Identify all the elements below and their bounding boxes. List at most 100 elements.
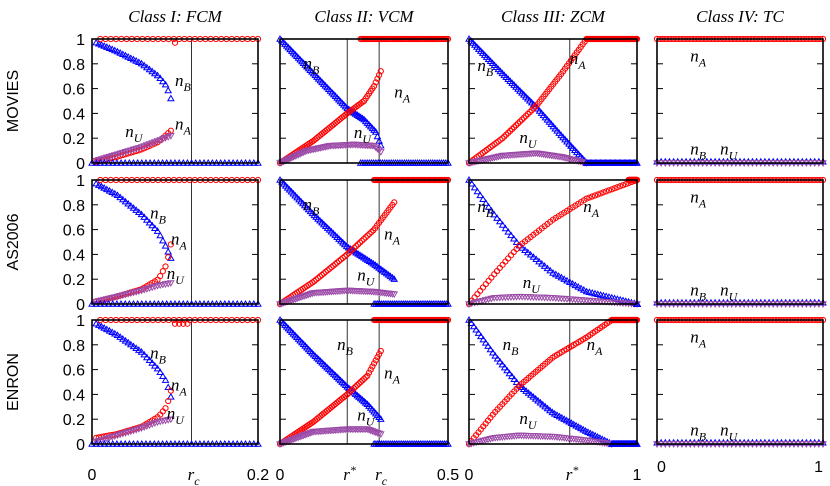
circle-marker <box>376 71 383 79</box>
x-tick-label: 0.2 <box>247 467 269 484</box>
series-label-nA: nA <box>394 82 411 105</box>
triangle-up-marker <box>116 193 125 201</box>
circle-marker <box>499 135 506 142</box>
triangle-up-marker <box>375 137 383 144</box>
series-label-nU-base: n <box>523 273 532 292</box>
triangle-down-marker <box>390 291 399 299</box>
circle-marker <box>505 129 512 136</box>
circle-marker <box>339 254 346 262</box>
y-tick-label: 0.2 <box>63 131 85 148</box>
triangle-down-marker <box>289 436 298 444</box>
series-label-nB-sub: B <box>184 80 192 94</box>
triangle-up-marker <box>560 275 569 282</box>
series-label-nA: nA <box>171 376 188 399</box>
circle-marker <box>370 360 378 367</box>
series-label-nB: nB <box>304 195 321 218</box>
triangle-up-marker <box>132 206 141 213</box>
series-label-nA-sub: A <box>698 196 707 210</box>
circle-marker <box>354 382 361 389</box>
y-tick-label: 0 <box>76 156 85 173</box>
series-label-nB-sub: B <box>699 289 707 303</box>
series-label-nU-base: n <box>167 264 176 283</box>
series-label-nA-sub: A <box>178 385 187 399</box>
circle-marker <box>366 230 373 237</box>
triangle-up-marker <box>540 262 549 269</box>
triangle-up-marker <box>356 113 365 121</box>
triangle-down-marker <box>281 157 289 165</box>
triangle-down-marker <box>308 429 316 437</box>
y-tick-label: 0 <box>76 297 85 314</box>
triangle-up-marker <box>523 248 532 256</box>
triangle-up-marker <box>166 392 175 400</box>
column-title: Class III: ZCM <box>501 7 606 26</box>
x-tick-label-sub: c <box>194 474 200 486</box>
triangle-down-marker <box>297 433 306 440</box>
circle-marker <box>493 267 501 275</box>
triangle-down-marker <box>286 437 294 445</box>
circle-marker <box>332 261 339 268</box>
triangle-up-marker <box>153 227 162 234</box>
triangle-up-marker <box>158 77 167 85</box>
circle-marker <box>516 118 524 125</box>
circle-marker <box>347 388 354 395</box>
triangle-up-marker <box>498 360 507 368</box>
series-label-nA-sub: A <box>392 234 401 248</box>
circle-marker <box>313 276 320 283</box>
triangle-down-marker <box>306 430 315 437</box>
circle-marker <box>608 186 615 193</box>
series-label-nA-base: n <box>384 225 393 244</box>
triangle-up-marker <box>113 331 122 338</box>
circle-marker <box>526 109 533 116</box>
series-label-nU-sub: U <box>134 131 144 145</box>
circle-marker <box>507 127 514 135</box>
triangle-down-marker <box>304 291 313 299</box>
circle-marker <box>514 120 522 127</box>
triangle-up-marker <box>484 342 492 349</box>
circle-marker <box>330 262 337 269</box>
circle-marker <box>603 188 610 195</box>
x-tick-label: rc <box>188 465 201 486</box>
series-label-nB-sub: B <box>159 212 167 226</box>
circle-marker <box>157 272 164 280</box>
triangle-down-marker <box>375 147 383 155</box>
series-label-nU: nU <box>720 139 739 162</box>
circle-marker <box>594 191 601 198</box>
series-label-nA-sub: A <box>591 206 600 220</box>
x-tick-label-sub: c <box>382 474 388 486</box>
y-tick-label: 0.2 <box>63 272 85 289</box>
series-label-nB-base: n <box>477 56 486 75</box>
x-tick-label-sub: * <box>572 463 578 477</box>
triangle-up-marker <box>472 325 481 333</box>
panel <box>88 176 262 307</box>
series-label-nU-base: n <box>519 128 528 147</box>
triangle-down-marker <box>279 300 288 307</box>
triangle-up-marker <box>373 132 382 140</box>
series-label-nB-sub: B <box>312 204 320 218</box>
circle-marker <box>499 261 506 268</box>
circle-marker <box>365 369 373 376</box>
panel <box>88 35 262 166</box>
triangle-up-marker <box>477 332 485 340</box>
circle-marker <box>335 257 343 265</box>
triangle-up-marker <box>479 195 487 202</box>
triangle-down-marker <box>287 154 296 162</box>
series-label-nB-sub: B <box>486 206 494 220</box>
series-label-nA-base: n <box>690 46 699 65</box>
triangle-up-marker <box>488 348 497 356</box>
y-tick-label: 1 <box>76 32 85 49</box>
triangle-up-marker <box>358 114 367 122</box>
triangle-up-marker <box>532 255 541 263</box>
x-tick-label: 0 <box>276 467 285 484</box>
series-label-nA: nA <box>690 187 707 210</box>
panel <box>88 316 262 447</box>
triangle-up-marker <box>118 335 127 342</box>
triangle-up-marker <box>164 247 173 255</box>
y-tick-label: 0.8 <box>63 198 85 215</box>
circle-marker <box>377 68 384 75</box>
x-tick-label: 1 <box>814 459 823 476</box>
circle-marker <box>322 268 329 275</box>
x-tick-label: r* <box>343 463 356 484</box>
series-label-nB-sub: B <box>699 148 707 162</box>
circle-marker <box>360 236 367 243</box>
